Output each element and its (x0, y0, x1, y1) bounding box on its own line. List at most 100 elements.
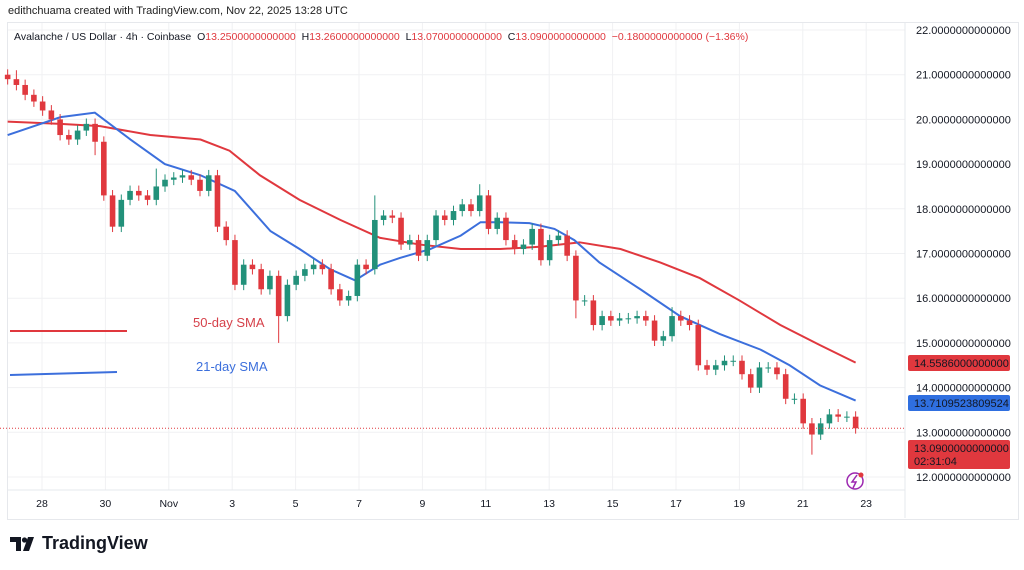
candle (599, 310, 605, 331)
x-tick-label: 11 (480, 498, 491, 510)
candle (162, 174, 168, 192)
candle (337, 283, 343, 306)
candle-body (144, 195, 151, 200)
candle (468, 198, 474, 217)
candle (31, 89, 37, 107)
candle (564, 230, 570, 262)
candle (538, 223, 544, 266)
candles (4, 69, 859, 455)
candle-body (275, 275, 282, 317)
candle (302, 263, 308, 282)
candle-body (4, 74, 11, 80)
candle (590, 295, 597, 331)
tradingview-logo-icon (10, 536, 34, 551)
candle (197, 174, 203, 197)
candle (459, 198, 466, 217)
lightning-icon[interactable] (846, 472, 864, 490)
candle-body (284, 284, 291, 317)
y-tick-label: 19.0000000000000 (916, 159, 1011, 171)
candle-body (267, 275, 273, 290)
x-tick-label: 7 (356, 498, 362, 510)
candle (328, 263, 334, 295)
candle (450, 205, 457, 226)
candle (144, 190, 151, 206)
candle-body (179, 175, 186, 178)
candle (774, 362, 780, 380)
y-tick-label: 17.0000000000000 (916, 249, 1011, 261)
candle (852, 411, 859, 434)
candle-body (83, 123, 90, 131)
candle-body (573, 255, 579, 301)
x-tick-label: 9 (419, 498, 425, 510)
candle (74, 125, 81, 145)
price-chart[interactable]: 22.0000000000000 21.0000000000000 20.00000… (0, 0, 1024, 530)
candle (232, 234, 238, 291)
candle (258, 263, 264, 295)
candle-body (380, 215, 387, 220)
candle-body (205, 175, 212, 191)
candle-body (450, 211, 457, 220)
candle (345, 290, 352, 306)
candle-body (476, 195, 483, 212)
symbol-name[interactable]: Avalanche / US Dollar · 4h · Coinbase (14, 31, 192, 43)
candle (214, 169, 221, 233)
candle-body (372, 219, 378, 270)
candle (415, 234, 422, 262)
candle (179, 169, 186, 183)
candle (844, 411, 850, 423)
candle-body (511, 240, 518, 250)
chart-credit: edithchuama created with TradingView.com… (8, 5, 348, 17)
candle-body (581, 300, 588, 302)
candle (424, 234, 431, 262)
candle-body (162, 179, 168, 187)
candle-body (302, 269, 308, 276)
low-value: 13.0700000000000 (411, 31, 502, 43)
candle (92, 118, 98, 156)
x-tick-label: 5 (293, 498, 299, 510)
open-label: O (197, 31, 206, 43)
y-tick-label: 18.0000000000000 (916, 204, 1011, 216)
candle-body (826, 414, 833, 424)
candle-body (31, 94, 37, 102)
candle-body (240, 264, 247, 285)
candle-body (835, 414, 841, 417)
candle (677, 310, 684, 326)
close-value: 13.0900000000000 (515, 31, 606, 43)
candle-body (293, 275, 299, 285)
candle (835, 409, 841, 423)
candle-body (22, 84, 28, 95)
candle (153, 168, 160, 206)
last-price-tag-text: 13.0900000000000 (914, 443, 1009, 455)
candle-body (232, 240, 238, 285)
price-axis: 22.0000000000000 21.0000000000000 20.00000… (916, 25, 1011, 484)
candle (57, 114, 63, 141)
candle (616, 312, 623, 326)
candle (704, 359, 710, 376)
candle-body (153, 186, 160, 200)
candle (109, 190, 116, 233)
candle-body (109, 195, 116, 227)
candle-body (520, 244, 527, 250)
x-tick-label: 30 (100, 498, 112, 510)
candle (310, 259, 317, 275)
candle (406, 234, 413, 250)
candle-body (800, 398, 806, 424)
y-tick-label: 21.0000000000000 (916, 70, 1011, 82)
candle (170, 172, 177, 186)
candle (826, 409, 833, 429)
candle (380, 210, 387, 226)
candle-body (634, 316, 640, 319)
candle (573, 250, 579, 319)
candle-body (398, 217, 404, 245)
close-label: C (507, 31, 516, 43)
tradingview-logo[interactable]: TradingView (10, 533, 148, 554)
high-label: H (301, 31, 310, 43)
candle (809, 417, 815, 455)
candle-body (643, 316, 649, 321)
candle (398, 212, 404, 250)
candle-body (774, 367, 780, 375)
sma-lines (7, 111, 857, 402)
candle (503, 212, 509, 246)
candle (66, 129, 72, 145)
candle-body (170, 177, 177, 180)
